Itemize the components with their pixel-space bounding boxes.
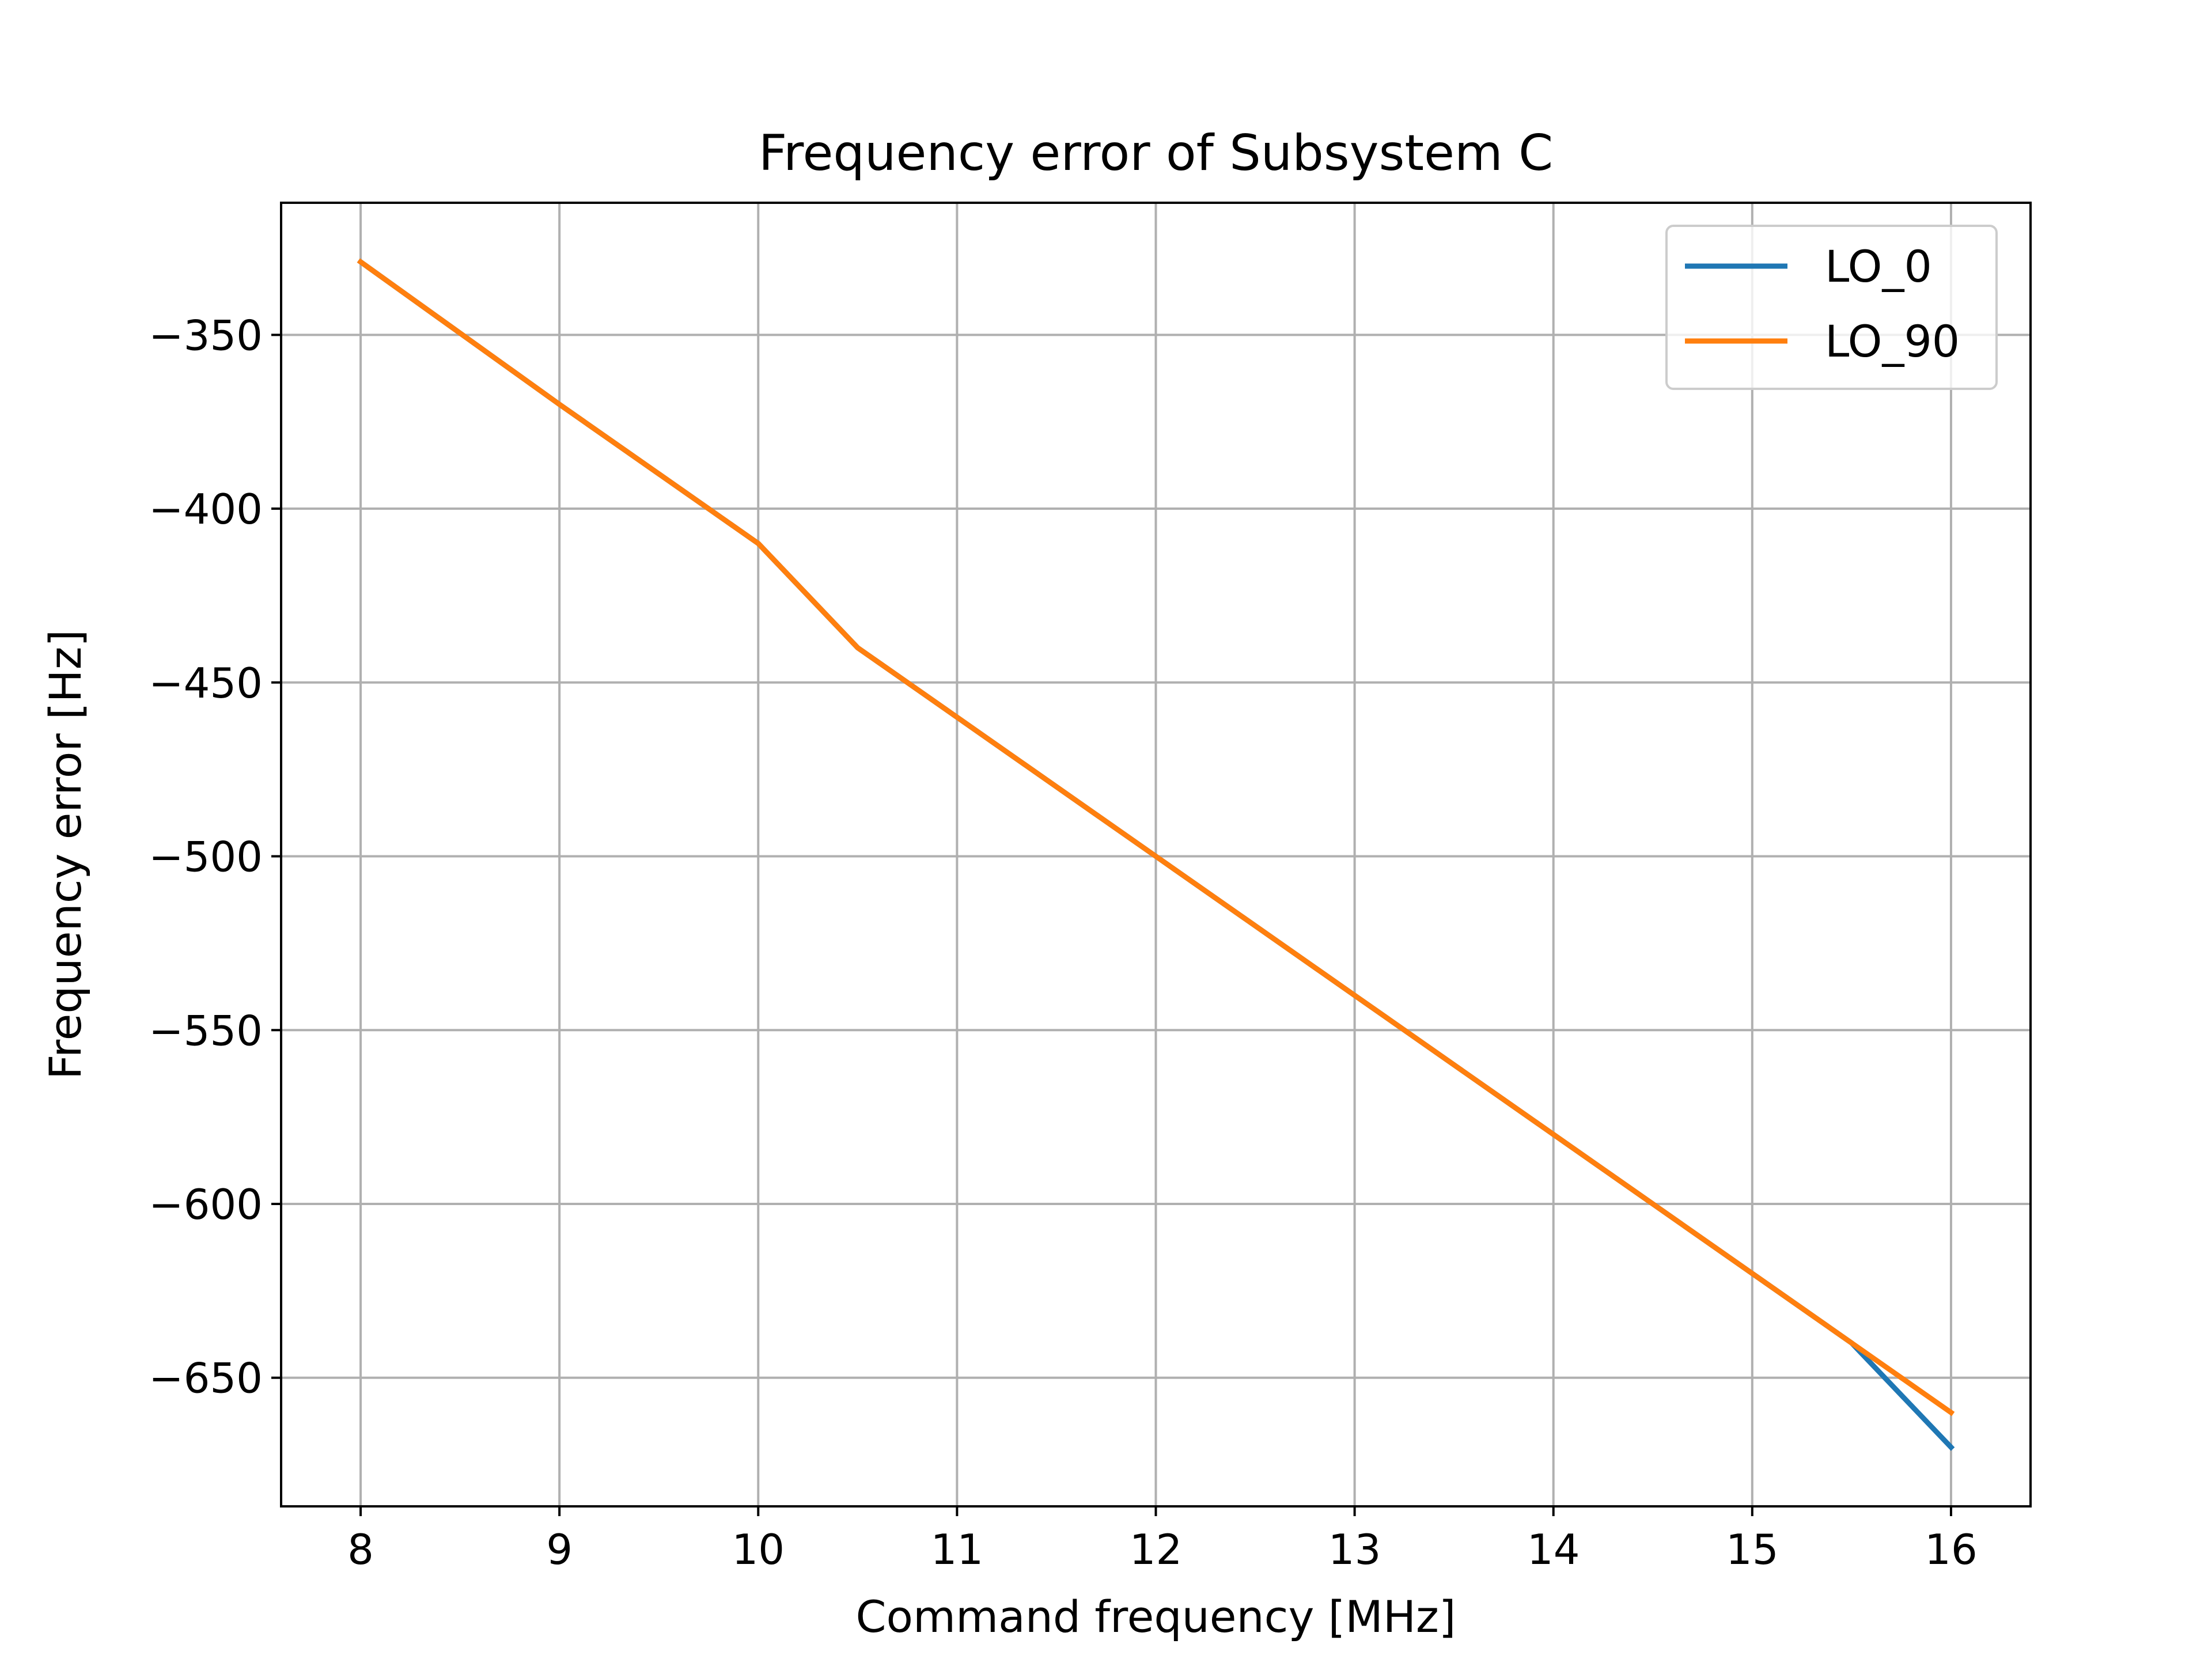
x-axis-label: Command frequency [MHz] (855, 1591, 1456, 1642)
legend: LO_0 LO_90 (1665, 225, 1998, 390)
x-tick-label: 16 (1925, 1525, 1978, 1574)
series-line-lo-90 (357, 258, 1955, 1416)
x-tick-label: 14 (1527, 1525, 1580, 1574)
y-tick-label: −650 (149, 1354, 263, 1403)
x-tick-label: 9 (546, 1525, 573, 1574)
x-tick-label: 11 (931, 1525, 984, 1574)
x-tick-label: 8 (347, 1525, 374, 1574)
x-tick-label: 10 (732, 1525, 785, 1574)
x-tick-label: 15 (1726, 1525, 1779, 1574)
y-tick-label: −500 (149, 833, 263, 881)
grid (281, 203, 2031, 1506)
y-tick-label: −600 (149, 1180, 263, 1229)
y-tick-label: −350 (149, 311, 263, 359)
chart-title: Frequency error of Subsystem C (759, 124, 1553, 182)
series-lines (357, 258, 1955, 1451)
y-axis-label: Frequency error [Hz] (40, 630, 91, 1080)
y-tick-label: −550 (149, 1006, 263, 1055)
axis-ticks: 8 9 10 11 12 13 14 15 16 −650 −600 −550 −500 −450 −400… (149, 311, 1978, 1574)
x-tick-label: 12 (1130, 1525, 1183, 1574)
legend-label: LO_90 (1825, 316, 1960, 367)
legend-label: LO_0 (1825, 241, 1932, 292)
y-tick-label: −400 (149, 485, 263, 533)
x-tick-label: 13 (1328, 1525, 1381, 1574)
y-tick-label: −450 (149, 659, 263, 707)
